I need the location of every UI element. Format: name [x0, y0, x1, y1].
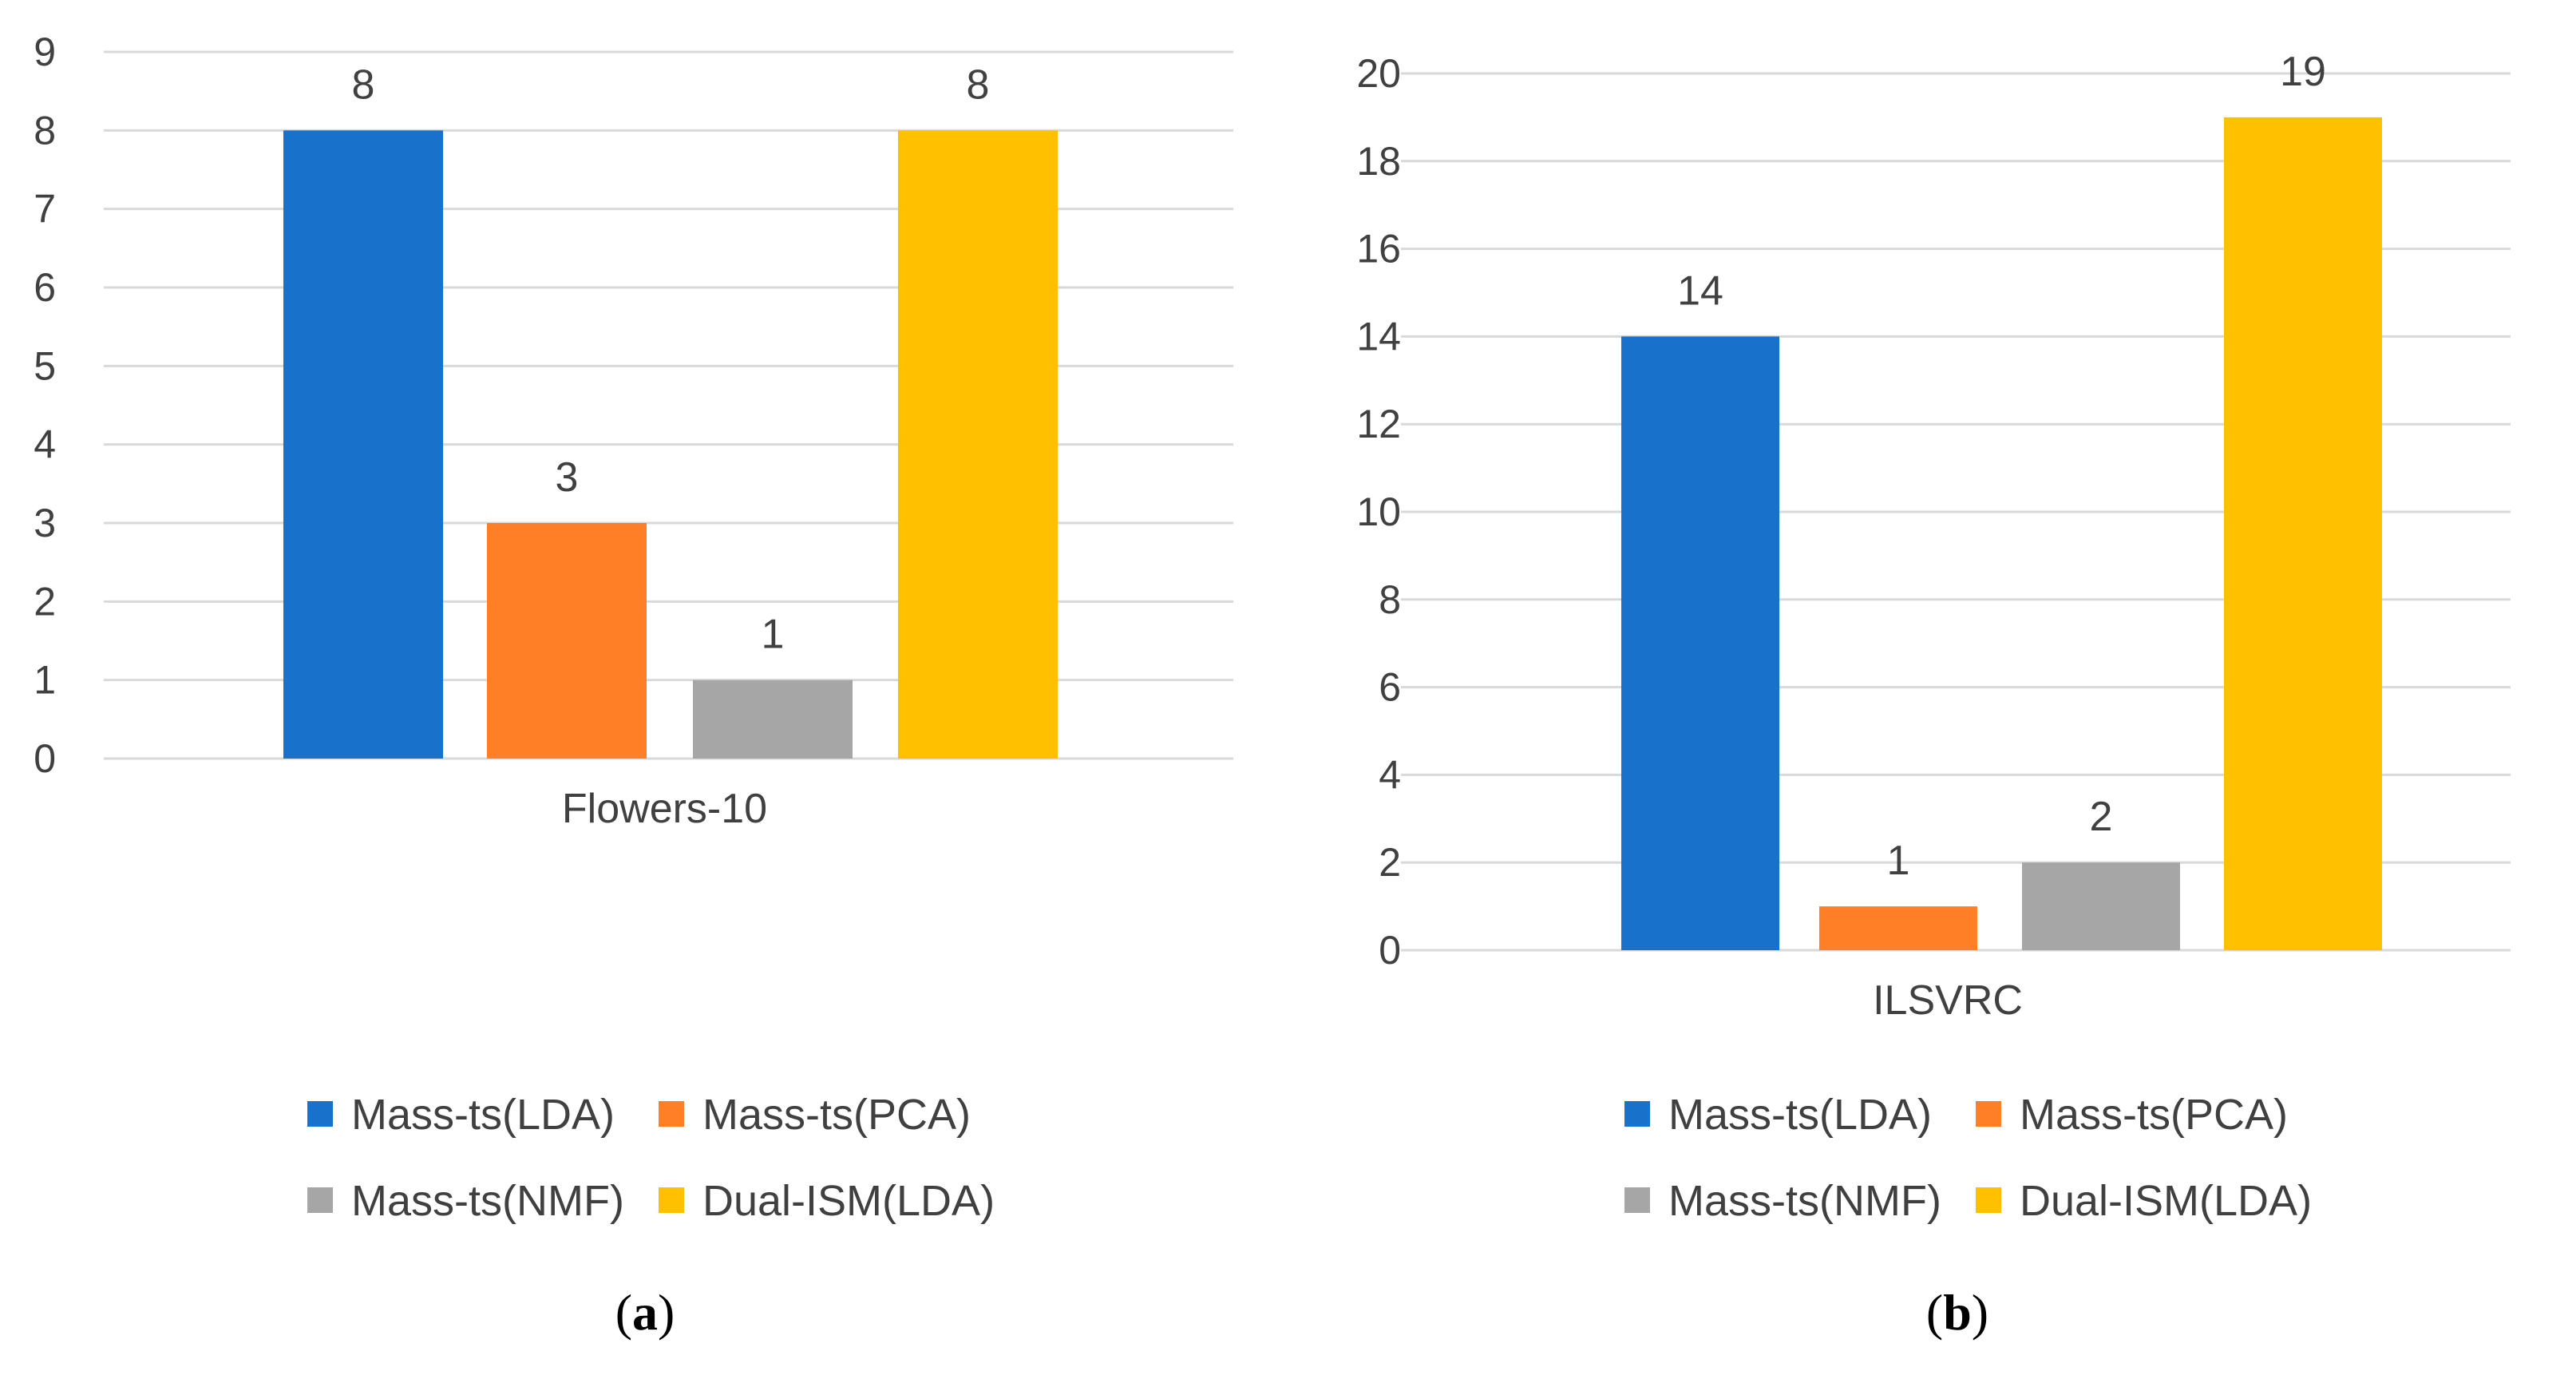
data-label: 19	[2280, 49, 2326, 95]
legend-label: Mass-ts(LDA)	[1668, 1091, 1932, 1139]
y-tick-label: 6	[1379, 665, 1401, 710]
legend-swatch	[1976, 1187, 2001, 1213]
legend-label: Mass-ts(NMF)	[1668, 1177, 1941, 1225]
y-tick-label: 2	[34, 579, 56, 624]
y-tick-label: 9	[34, 30, 56, 74]
bar	[2224, 117, 2382, 950]
y-tick-label: 3	[34, 501, 56, 545]
data-label: 1	[762, 612, 785, 658]
data-label: 14	[1677, 267, 1723, 314]
bar	[1819, 906, 1977, 950]
legend-label: Mass-ts(PCA)	[2020, 1091, 2288, 1139]
legend-label: Mass-ts(NMF)	[351, 1177, 624, 1225]
legend-label: Mass-ts(LDA)	[351, 1091, 615, 1139]
category-label: Flowers-10	[562, 786, 767, 832]
data-label: 2	[2090, 794, 2113, 840]
y-tick-label: 4	[34, 422, 56, 467]
legend-label: Dual-ISM(LDA)	[702, 1177, 995, 1225]
data-label: 8	[967, 61, 990, 108]
y-tick-label: 8	[34, 108, 56, 153]
y-tick-label: 12	[1356, 402, 1401, 446]
y-tick-label: 8	[1379, 577, 1401, 622]
y-tick-label: 10	[1356, 489, 1401, 534]
legend-label: Dual-ISM(LDA)	[2020, 1177, 2312, 1225]
bar	[487, 523, 647, 759]
chart-a: 0 1 2 3 4 5 6 7 8 9 8 3 1 8 Flowers-10 Mass-ts(LDA) Mass…	[34, 30, 1233, 1341]
chart-b: 02468101214161820141219ILSVRCMass-ts(LDA…	[1356, 49, 2511, 1341]
legend-label: Mass-ts(PCA)	[702, 1091, 971, 1139]
bar	[693, 680, 853, 759]
legend-swatch	[307, 1187, 333, 1213]
figure-caption: (a)	[615, 1284, 675, 1341]
y-tick-label: 14	[1356, 314, 1401, 359]
legend-swatch	[1624, 1187, 1650, 1213]
bar	[2022, 862, 2180, 950]
legend-swatch	[659, 1101, 684, 1127]
y-tick-label: 5	[34, 343, 56, 388]
data-label: 3	[556, 454, 579, 501]
caption-letter: b	[1943, 1284, 1972, 1341]
y-tick-label: 6	[34, 265, 56, 310]
y-tick-label: 0	[34, 736, 56, 781]
y-tick-label: 20	[1356, 51, 1401, 96]
caption-letter: a	[632, 1284, 658, 1341]
y-tick-label: 0	[1379, 928, 1401, 973]
y-tick-label: 2	[1379, 840, 1401, 885]
legend-swatch	[1976, 1101, 2001, 1127]
category-label: ILSVRC	[1873, 977, 2023, 1024]
data-label: 8	[352, 61, 375, 108]
legend-swatch	[1624, 1101, 1650, 1127]
bar	[898, 130, 1058, 759]
figure-caption: (b)	[1926, 1284, 1988, 1341]
y-tick-label: 18	[1356, 139, 1401, 184]
y-tick-label: 16	[1356, 227, 1401, 271]
y-tick-label: 1	[34, 658, 56, 703]
legend-swatch	[659, 1187, 684, 1213]
y-tick-label: 4	[1379, 752, 1401, 797]
y-tick-label: 7	[34, 187, 56, 232]
legend-swatch	[307, 1101, 333, 1127]
data-label: 1	[1887, 838, 1910, 884]
bar	[1621, 336, 1779, 950]
bar	[283, 130, 443, 759]
